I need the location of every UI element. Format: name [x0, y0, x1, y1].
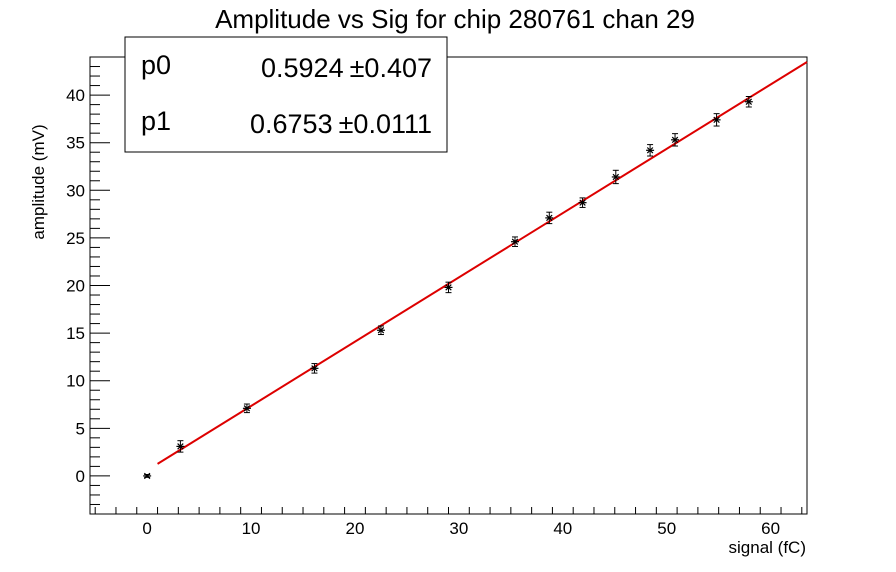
data-point: [143, 472, 152, 480]
marker-stroke: [671, 136, 679, 144]
x-axis-ticks: 0 10 20 30 40 50 60: [94, 507, 803, 538]
data-point: [744, 96, 753, 108]
marker-stroke: [377, 327, 385, 334]
y-tick-label: 25: [66, 229, 85, 248]
x-tick-label: 20: [346, 519, 365, 538]
x-tick-label: 30: [449, 519, 468, 538]
marker-stroke: [243, 405, 251, 412]
data-point: [376, 325, 385, 336]
stats-box: p0 0.5924 ±0.407 p1 0.6753 ±0.0111: [124, 36, 448, 153]
data-point: [578, 197, 587, 208]
y-tick-label: 0: [76, 467, 85, 486]
y-tick-label: 30: [66, 181, 85, 200]
fit-line: [157, 61, 808, 465]
marker-stroke: [745, 98, 753, 105]
data-point: [545, 211, 554, 225]
x-tick-label: 10: [242, 519, 261, 538]
stats-p1-pm: ±: [339, 109, 354, 139]
stats-p0-value: 0.5924 ±0.407: [261, 53, 432, 83]
marker-stroke: [177, 443, 184, 450]
marker-stroke: [612, 173, 620, 181]
marker-stroke: [143, 472, 151, 480]
y-tick-label: 40: [66, 86, 85, 105]
stats-box-frame: [124, 36, 448, 153]
y-tick-label: 15: [66, 324, 85, 343]
y-axis-label: amplitude (mV): [29, 124, 48, 239]
x-axis-label: signal (fC): [729, 538, 806, 557]
marker-stroke: [445, 284, 452, 291]
x-tick-label: 50: [657, 519, 676, 538]
y-tick-label: 10: [66, 372, 85, 391]
data-point: [310, 363, 319, 374]
x-tick-label: 40: [553, 519, 572, 538]
data-point: [242, 403, 251, 414]
data-point: [511, 236, 520, 247]
marker-stroke: [713, 116, 720, 124]
stats-p1-err: 0.0111: [353, 109, 432, 139]
data-point: [611, 169, 620, 185]
x-tick-label: 60: [761, 519, 780, 538]
data-point: [646, 144, 655, 157]
data-point: [176, 440, 185, 453]
y-tick-label: 35: [66, 134, 85, 153]
data-point: [712, 113, 721, 127]
y-tick-label: 5: [76, 419, 85, 438]
marker-stroke: [646, 147, 654, 154]
marker-stroke: [511, 238, 519, 245]
marker-stroke: [546, 214, 553, 222]
data-points: [143, 96, 753, 480]
data-point: [671, 133, 680, 147]
stats-p0-err: 0.407: [364, 53, 432, 83]
data-point: [444, 281, 453, 294]
stats-p0-pm: ±: [350, 53, 365, 83]
y-tick-label: 20: [66, 277, 85, 296]
marker-stroke: [311, 365, 318, 372]
marker-stroke: [579, 199, 586, 206]
stats-p1-name: p1: [141, 106, 171, 136]
stats-p0-val: 0.5924: [261, 53, 344, 83]
stats-p0-name: p0: [141, 50, 171, 80]
stats-p1-val: 0.6753: [250, 109, 333, 139]
x-tick-label: 0: [142, 519, 151, 538]
y-axis-ticks: 0 5 10 15 20 25 30 35 40: [66, 56, 110, 515]
stats-p1-value: 0.6753 ±0.0111: [250, 109, 432, 139]
chart-title: Amplitude vs Sig for chip 280761 chan 29: [215, 4, 695, 34]
